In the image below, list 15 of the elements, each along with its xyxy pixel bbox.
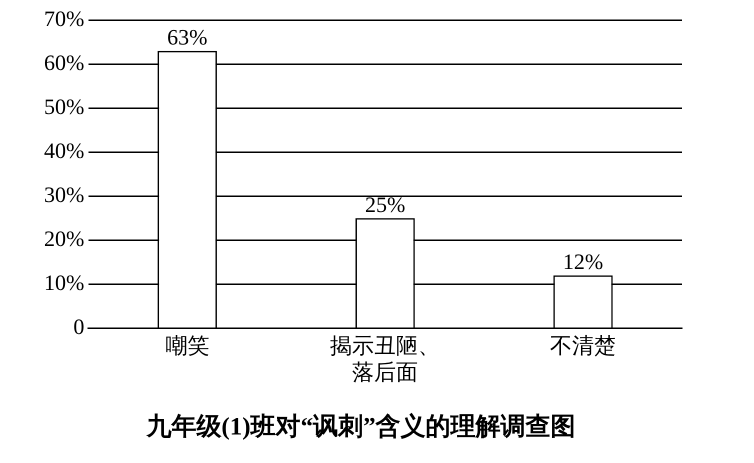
x-tick-label: 不清楚 — [550, 333, 616, 358]
data-label: 63% — [167, 24, 208, 50]
data-label: 25% — [365, 192, 406, 217]
y-tick-label: 40% — [44, 138, 84, 163]
y-tick-label: 60% — [44, 50, 84, 75]
data-label: 12% — [562, 249, 604, 274]
text: 九年级(1)班对“讽刺”含义的理解调查图 — [145, 412, 576, 440]
y-tick-label: 10% — [44, 270, 84, 295]
y-tick-label: 20% — [44, 226, 84, 251]
y-tick-label: 30% — [44, 182, 84, 207]
y-tick-label: 0 — [73, 314, 84, 339]
y-tick-label: 70% — [44, 6, 84, 31]
y-tick-label: 50% — [44, 94, 84, 119]
x-tick-label: 揭示丑陋、落后面 — [330, 333, 440, 385]
x-tick-label: 嘲笑 — [165, 333, 210, 358]
